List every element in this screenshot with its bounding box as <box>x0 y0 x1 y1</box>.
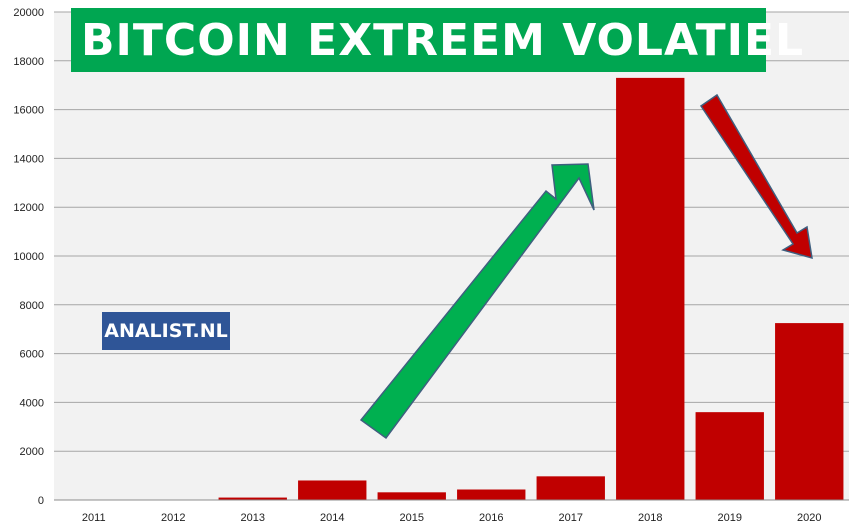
y-tick-label: 16000 <box>13 105 44 117</box>
y-tick-label: 8000 <box>20 300 44 312</box>
x-tick-label: 2014 <box>320 512 344 524</box>
y-axis-ticks: 0 2000 4000 6000 8000 10000 12000 14000 16000 180… <box>13 7 44 507</box>
y-tick-label: 20000 <box>13 7 44 19</box>
x-tick-label: 2020 <box>797 512 821 524</box>
bars <box>59 77 844 500</box>
x-tick-label: 2018 <box>638 512 662 524</box>
y-tick-label: 0 <box>38 495 44 507</box>
x-axis-ticks: 2011 2012 2013 2014 2015 2016 2017 2018 2019 2020 <box>82 512 822 524</box>
x-tick-label: 2017 <box>559 512 583 524</box>
chart-title: BITCOIN EXTREEM VOLATIEL <box>81 14 805 66</box>
rising-trend-arrow <box>359 163 595 440</box>
x-tick-label: 2012 <box>161 512 185 524</box>
bar-2016 <box>457 489 526 500</box>
x-tick-label: 2015 <box>400 512 424 524</box>
y-tick-label: 18000 <box>13 56 44 68</box>
falling-trend-arrow <box>699 93 813 260</box>
bar-2015 <box>377 492 446 500</box>
y-tick-label: 6000 <box>20 349 44 361</box>
watermark-text: ANALIST.NL <box>104 320 228 342</box>
y-tick-label: 12000 <box>13 202 44 214</box>
y-tick-label: 10000 <box>13 251 44 263</box>
x-tick-label: 2016 <box>479 512 503 524</box>
x-tick-label: 2013 <box>241 512 265 524</box>
bar-2017 <box>536 476 605 500</box>
bar-2013 <box>218 497 287 500</box>
x-tick-label: 2019 <box>718 512 742 524</box>
bar-2020 <box>775 323 844 500</box>
title-banner: BITCOIN EXTREEM VOLATIEL <box>71 8 803 72</box>
watermark-badge: ANALIST.NL <box>102 312 230 350</box>
bar-2014 <box>298 480 367 500</box>
y-tick-label: 4000 <box>20 397 44 409</box>
bar-2019 <box>695 412 764 500</box>
x-tick-label: 2011 <box>82 512 106 524</box>
bar-2018 <box>616 77 685 500</box>
y-tick-label: 14000 <box>13 153 44 165</box>
y-tick-label: 2000 <box>20 446 44 458</box>
